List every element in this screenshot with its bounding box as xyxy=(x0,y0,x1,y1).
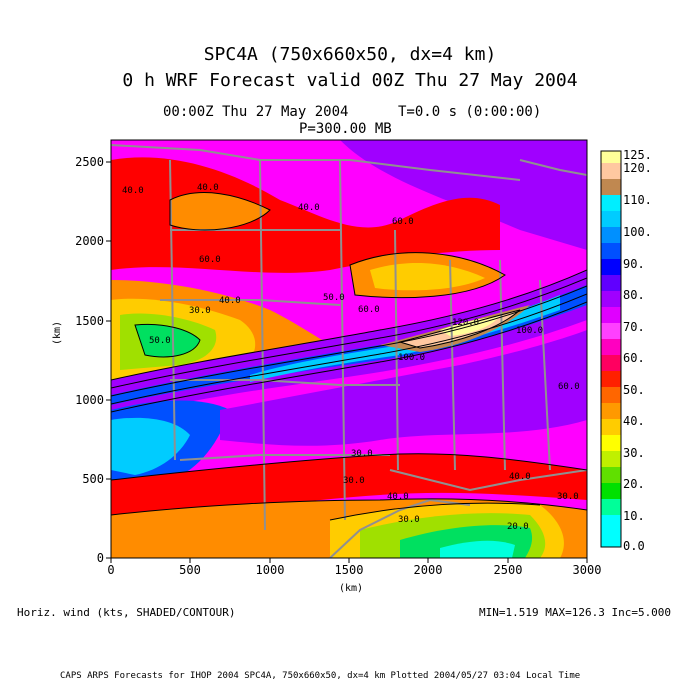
valid-time-label: 00:00Z Thu 27 May 2004 xyxy=(163,104,349,120)
contour-label: 20.0 xyxy=(507,522,529,532)
credit-line: CAPS ARPS Forecasts for IHOP 2004 SPC4A,… xyxy=(60,671,581,681)
colorbar-label: 70. xyxy=(623,320,645,334)
forecast-time-label: T=0.0 s (0:00:00) xyxy=(398,104,542,120)
contour-label: 40.0 xyxy=(298,203,320,213)
colorbar-label: 40. xyxy=(623,414,645,428)
contour-label: 40.0 xyxy=(122,186,144,196)
x-axis-labels: 0 500 1000 1500 2000 2500 3000 xyxy=(107,563,601,577)
contour-lines xyxy=(111,192,587,521)
contour-label: 60.0 xyxy=(199,255,221,265)
x-tick-label: 1500 xyxy=(335,563,364,577)
colorbar-label: 30. xyxy=(623,446,645,460)
colorbar-label: 120. xyxy=(623,161,652,175)
colorbar-label: 20. xyxy=(623,477,645,491)
x-axis-title: (km) xyxy=(339,583,364,594)
contour-label: 30.0 xyxy=(557,492,579,502)
colorbar-label: 0.0 xyxy=(623,539,645,553)
y-axis-ticks xyxy=(106,161,111,559)
x-tick-label: 3000 xyxy=(573,563,602,577)
y-tick-label: 2500 xyxy=(75,155,104,169)
y-axis-title: (km) xyxy=(52,320,63,345)
y-tick-label: 0 xyxy=(97,551,104,565)
contour-label-layer: 40.0 40.0 60.0 40.0 30.0 50.0 60.0 60.0 … xyxy=(122,183,580,532)
colorbar-label: 125. xyxy=(623,148,652,162)
colorbar-label: 50. xyxy=(623,383,645,397)
contour-label: 40.0 xyxy=(219,296,241,306)
contour-label: 30.0 xyxy=(343,476,365,486)
pressure-level-label: P=300.00 MB xyxy=(299,121,392,137)
x-tick-label: 2000 xyxy=(414,563,443,577)
colorbar-label: 90. xyxy=(623,257,645,271)
plot-subtitle: 0 h WRF Forecast valid 00Z Thu 27 May 20… xyxy=(122,70,578,91)
x-tick-label: 0 xyxy=(107,563,114,577)
colorbar-labels: 125. 120. 110. 100. 90. 80. 70. 60. 50. … xyxy=(623,148,652,553)
plot-title: SPC4A (750x660x50, dx=4 km) xyxy=(203,44,497,65)
shaded-field xyxy=(111,140,587,558)
x-tick-label: 2500 xyxy=(494,563,523,577)
contour-label: 40.0 xyxy=(197,183,219,193)
colorbar-label: 100. xyxy=(623,225,652,239)
y-tick-label: 1500 xyxy=(75,314,104,328)
variable-description: Horiz. wind (kts, SHADED/CONTOUR) xyxy=(17,606,236,619)
contour-label: 120.0 xyxy=(452,318,479,328)
contour-label: 60.0 xyxy=(358,305,380,315)
contour-label: 100.0 xyxy=(516,326,543,336)
contour-label: 40.0 xyxy=(509,472,531,482)
contour-label: 30.0 xyxy=(398,515,420,525)
x-tick-label: 500 xyxy=(179,563,201,577)
y-tick-label: 2000 xyxy=(75,234,104,248)
contour-label: 100.0 xyxy=(398,353,425,363)
colorbar-label: 10. xyxy=(623,509,645,523)
contour-label: 30.0 xyxy=(351,449,373,459)
contour-label: 50.0 xyxy=(149,336,171,346)
colorbar xyxy=(600,150,622,548)
field-statistics: MIN=1.519 MAX=126.3 Inc=5.000 xyxy=(479,606,672,619)
contour-label: 60.0 xyxy=(558,382,580,392)
contour-label: 40.0 xyxy=(387,492,409,502)
x-tick-label: 1000 xyxy=(256,563,285,577)
colorbar-label: 110. xyxy=(623,193,652,207)
contour-label: 30.0 xyxy=(189,306,211,316)
y-tick-label: 1000 xyxy=(75,393,104,407)
x-axis-ticks xyxy=(110,558,588,563)
colorbar-label: 60. xyxy=(623,351,645,365)
contour-label: 50.0 xyxy=(323,293,345,303)
contour-label: 60.0 xyxy=(392,217,414,227)
y-tick-label: 500 xyxy=(82,472,104,486)
colorbar-label: 80. xyxy=(623,288,645,302)
y-axis-labels: 0 500 1000 1500 2000 2500 xyxy=(75,155,104,565)
